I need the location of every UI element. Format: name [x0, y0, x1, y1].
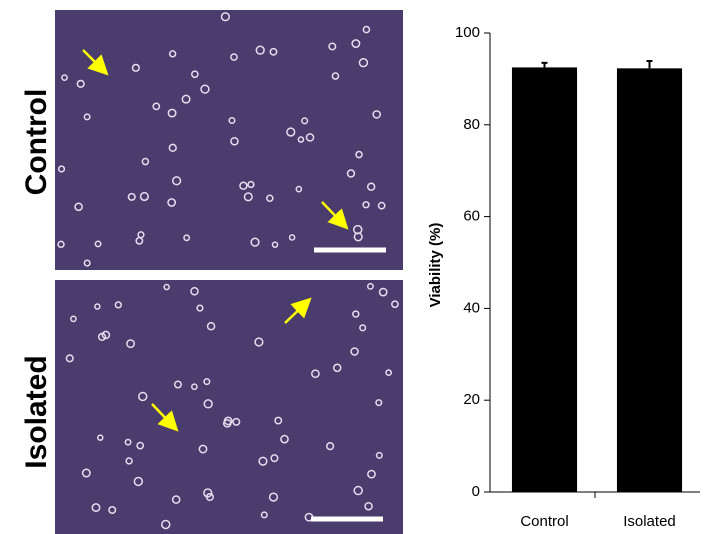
- y-axis-label: Viability (%): [427, 223, 444, 308]
- row-label: Control: [20, 89, 53, 196]
- bar: [617, 68, 682, 492]
- micrographs: [55, 10, 403, 534]
- figure: Control Isolated Viability (%) 0 20 40 60 80…: [0, 0, 707, 534]
- row-label: Isolated: [20, 355, 53, 468]
- x-tick-label: Isolated: [623, 513, 676, 530]
- micrograph-control: [55, 10, 403, 270]
- x-tick-label: Control: [520, 513, 568, 530]
- y-tick-label: 80: [463, 116, 480, 133]
- y-tick-label: 0: [472, 483, 480, 500]
- y-tick-label: 100: [455, 24, 480, 41]
- micrograph-isolated: [55, 280, 403, 534]
- bar: [512, 67, 577, 492]
- y-tick-label: 40: [463, 299, 480, 316]
- y-tick-label: 20: [463, 391, 480, 408]
- y-tick-label: 60: [463, 208, 480, 225]
